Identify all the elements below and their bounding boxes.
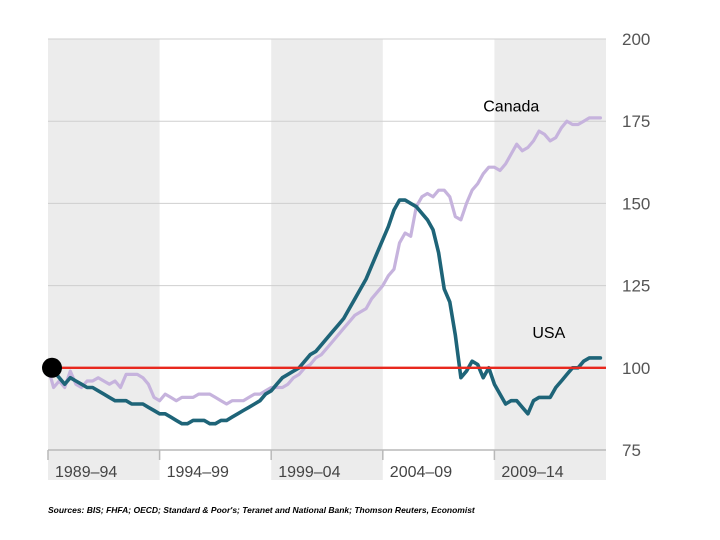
x-tick-label: 1999–04 <box>278 464 340 481</box>
period-band <box>271 39 383 480</box>
series-lines <box>46 116 603 426</box>
period-band <box>48 39 160 480</box>
source-note: Sources: BIS; FHFA; OECD; Standard & Poo… <box>48 505 475 515</box>
period-bands <box>48 39 606 480</box>
series-line-canada <box>46 116 602 406</box>
y-tick-label: 200 <box>622 30 650 49</box>
y-tick-label: 175 <box>622 112 650 131</box>
x-tick-label: 1994–99 <box>167 464 229 481</box>
y-tick-labels: 75 100 125 150 175 200 <box>622 30 650 460</box>
period-band <box>494 39 606 480</box>
house-price-chart: 75 100 125 150 175 200 1989–94 1994–99 1999–04 2… <box>42 30 650 481</box>
y-tick-label: 75 <box>622 441 641 460</box>
x-tick-label: 1989–94 <box>55 464 117 481</box>
x-tick-labels: 1989–94 1994–99 1999–04 2004–09 2009–14 <box>47 450 564 481</box>
series-label-canada: Canada <box>483 98 539 115</box>
x-tick-label: 2009–14 <box>501 464 563 481</box>
series-label-usa: USA <box>532 325 565 342</box>
x-tick-label: 2004–09 <box>390 464 452 481</box>
start-point-marker <box>42 357 62 378</box>
y-tick-label: 125 <box>622 277 650 296</box>
y-tick-label: 100 <box>622 359 650 378</box>
series-line-usa <box>46 198 603 426</box>
y-tick-label: 150 <box>622 194 650 213</box>
